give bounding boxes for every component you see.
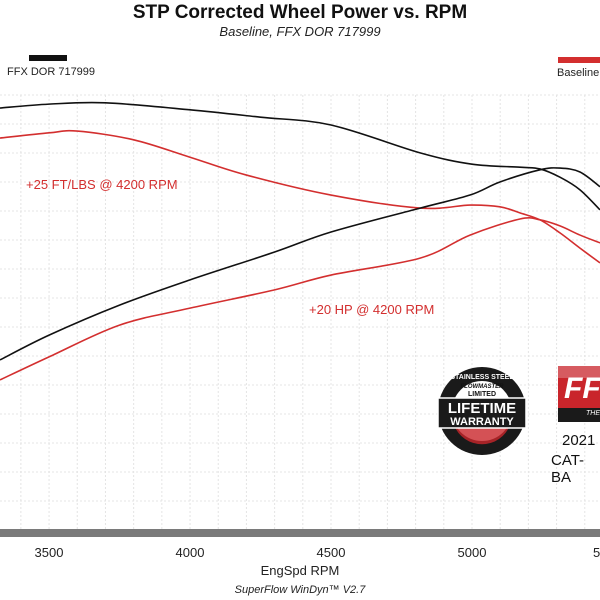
- series-line-3: [0, 217, 600, 381]
- series-line-2: [0, 167, 600, 361]
- series-line-0: [0, 101, 600, 211]
- x-tick-label: 5: [593, 545, 600, 560]
- x-tick-label: 3500: [34, 545, 64, 560]
- x-axis-title: EngSpd RPM: [260, 563, 340, 578]
- x-tick-label: 4000: [175, 545, 205, 560]
- product-year: 2021: [562, 432, 596, 449]
- svg-text:WARRANTY: WARRANTY: [450, 416, 514, 428]
- svg-text:FLOWMASTER: FLOWMASTER: [461, 384, 505, 390]
- x-axis-bar: [0, 529, 600, 537]
- torque-gain-annotation: +25 FT/LBS @ 4200 RPM: [26, 177, 178, 192]
- x-tick-label: 4500: [316, 545, 346, 560]
- legend-label-ffx: FFX DOR 717999: [7, 66, 96, 78]
- ffx-brand-logo: FF THE: [558, 366, 600, 422]
- series-lines: [0, 101, 600, 381]
- lifetime-warranty-badge-logo: STAINLESS STEEL FLOWMASTER LIMITED LIFET…: [437, 367, 527, 455]
- hp-gain-annotation: +20 HP @ 4200 RPM: [309, 302, 435, 317]
- product-name: CAT-BA: [551, 452, 585, 486]
- grid: [0, 94, 600, 530]
- svg-text:LIFETIME: LIFETIME: [448, 400, 516, 417]
- legend-swatch-ffx: [29, 55, 67, 61]
- software-footer: SuperFlow WinDyn™ V2.7: [234, 584, 366, 596]
- svg-text:STAINLESS STEEL: STAINLESS STEEL: [450, 374, 514, 381]
- series-line-1: [0, 129, 600, 264]
- x-tick-label: 5000: [457, 545, 487, 560]
- legend-swatch-baseline: [558, 57, 600, 63]
- chart-subtitle: Baseline, FFX DOR 717999: [219, 24, 381, 39]
- chart-title: STP Corrected Wheel Power vs. RPM: [132, 2, 468, 23]
- svg-text:LIMITED: LIMITED: [468, 391, 496, 398]
- legend-label-baseline: Baseline: [557, 67, 600, 79]
